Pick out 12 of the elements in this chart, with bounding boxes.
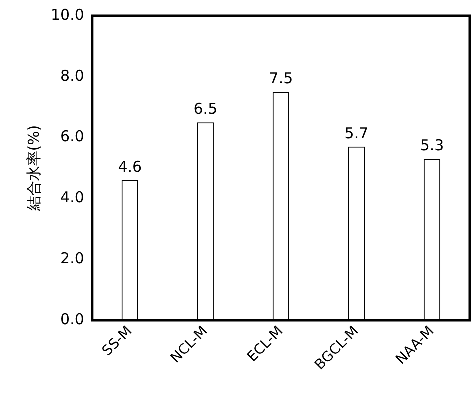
data-label: 6.5: [194, 100, 218, 118]
data-label: 7.5: [269, 70, 294, 88]
y-tick-label: 10.0: [50, 6, 84, 24]
data-label: 4.6: [118, 158, 142, 176]
data-label: 5.3: [420, 136, 444, 154]
y-tick-label: 8.0: [60, 66, 84, 85]
y-tick-label: 4.0: [60, 188, 84, 207]
y-tick-label: 2.0: [60, 249, 84, 268]
data-label: 5.7: [344, 124, 369, 142]
y-axis-title: 結合水率(%): [24, 125, 43, 212]
y-tick-label: 6.0: [60, 128, 84, 146]
y-tick-label: 0.0: [60, 310, 84, 328]
